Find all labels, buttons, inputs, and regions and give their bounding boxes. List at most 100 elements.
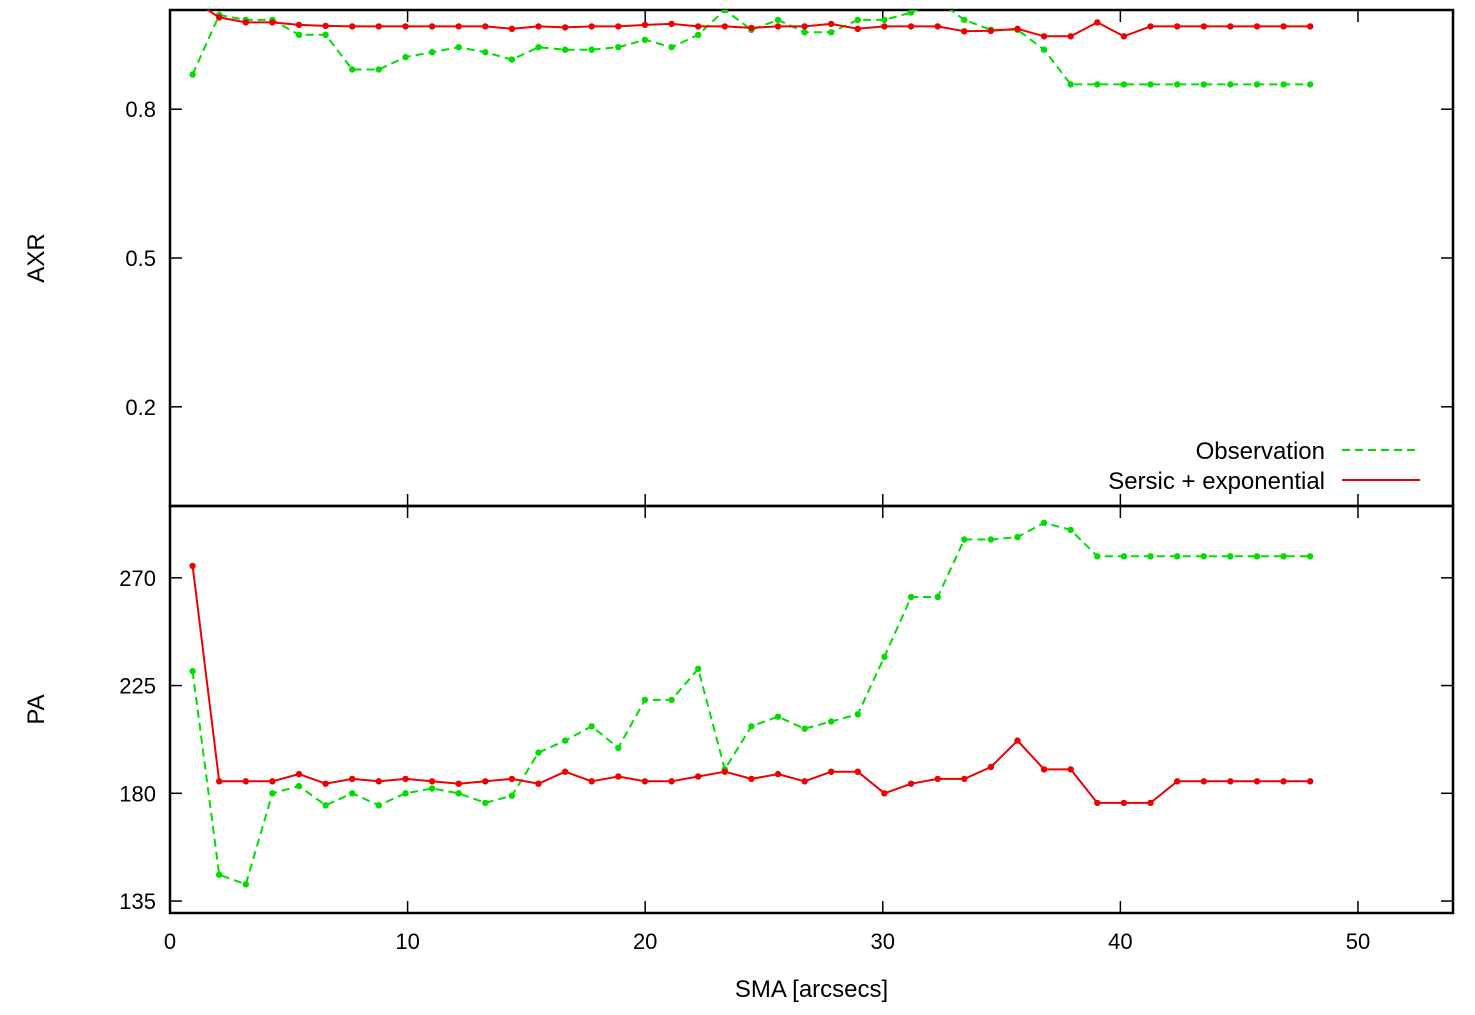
bottom-panel-series-model-point [828, 768, 835, 775]
top-panel-series-observation-point [1067, 81, 1074, 88]
bottom-panel-series-model-point [349, 775, 356, 783]
bottom-panel-series-model-point [641, 778, 649, 785]
bottom-panel-series-model-point [1120, 799, 1128, 807]
top-panel-ytick-label: 0.5 [125, 246, 156, 271]
top-panel-series-observation-point [588, 46, 595, 53]
bottom-panel-ytick-label: 180 [119, 781, 156, 806]
bottom-panel-series-observation-point [748, 723, 755, 730]
bottom-panel-series-observation-point [189, 668, 196, 675]
top-panel-ytick-label: 0.8 [125, 97, 156, 122]
top-panel-series-model-point [615, 23, 622, 30]
bottom-panel-series-model-point [482, 778, 489, 785]
bottom-panel-series-observation [189, 519, 1314, 888]
bottom-panel-series-observation-point [1174, 553, 1181, 560]
bottom-panel-series-observation-point [402, 790, 409, 797]
bottom-panel-xtick-label: 30 [871, 929, 895, 954]
top-panel-series-observation-point [349, 66, 356, 73]
bottom-panel-series-model-point [588, 778, 595, 785]
bottom-panel-series-observation-point [641, 696, 649, 704]
top-panel-series-model-point [1147, 23, 1154, 30]
top-panel-series-observation-point [907, 10, 915, 16]
bottom-panel-series-model-point [774, 770, 782, 778]
top-panel-ylabel: AXR [23, 233, 50, 282]
top-panel-series-observation-point [668, 44, 675, 51]
bottom-panel-series-observation-point [1307, 553, 1314, 560]
top-panel-series-model-point [535, 23, 542, 30]
top-panel-series-observation-point [695, 31, 702, 38]
bottom-panel-series-model-point [1200, 778, 1208, 785]
legend-label-model: Sersic + exponential [1108, 468, 1325, 495]
bottom-panel-series-observation-point [1147, 553, 1154, 560]
top-panel-series-model-point [322, 22, 329, 30]
legend-label-observation: Observation [1196, 438, 1325, 465]
top-panel-series-model-point [961, 28, 968, 35]
bottom-panel-series-observation-point [1067, 526, 1074, 534]
top-panel-series-model-point [269, 19, 276, 26]
bottom-panel-series-observation-point [695, 665, 702, 672]
top-panel-series-model-point [295, 21, 303, 29]
bottom-panel-xtick-label: 10 [395, 929, 419, 954]
bottom-panel-series-observation-point [1120, 553, 1128, 560]
top-panel-series-observation [189, 10, 1314, 88]
bottom-panel-series-observation-point [881, 653, 888, 660]
bottom-panel-series-observation-point [1014, 533, 1021, 541]
axis-labels: 0.2 0.5 0.8 AXR 135 180 225 270 0 10 20 30 40 50 PA SMA… [23, 97, 1370, 1003]
bottom-panel-series-observation-point [242, 881, 249, 888]
bottom-panel-series-observation-point [1200, 553, 1208, 560]
bottom-panel-series-model-point [295, 770, 303, 778]
top-panel-series-model-point [482, 23, 489, 30]
top-panel-series-observation-point [375, 66, 382, 73]
bottom-panel-series-observation-point [428, 785, 436, 792]
top-panel-series-model-point [402, 23, 409, 30]
bottom-panel-series-observation-point [774, 713, 782, 720]
top-panel-series-model-point [641, 21, 649, 29]
bottom-panel-series-model-point [721, 768, 728, 775]
top-panel-series-observation-point [189, 71, 196, 78]
top-panel-series-model-point [1253, 23, 1261, 30]
top-panel-series-model-point [801, 23, 808, 30]
top-panel-series-observation-point [1253, 81, 1261, 88]
bottom-panel-series-model-point [1014, 737, 1021, 744]
bottom-panel-series-observation-point [535, 749, 542, 756]
top-panel-series-model-point [721, 23, 728, 30]
bottom-panel-series-model-point [1174, 778, 1181, 785]
top-panel-series-model-point [907, 23, 915, 30]
bottom-panel-frame [168, 504, 1455, 915]
top-panel-series-observation-point [482, 49, 489, 56]
bottom-panel-series-model-point [907, 780, 915, 787]
top-panel-series-model-point [774, 23, 782, 30]
bottom-panel-ytick-label: 225 [119, 674, 156, 699]
bottom-panel-series-model-point [987, 763, 995, 771]
top-panel-series-model-point [1067, 33, 1074, 40]
bottom-panel-ytick-label: 270 [119, 566, 156, 591]
top-panel-series-model-point [375, 23, 382, 30]
bottom-panel-series-observation-point [269, 790, 276, 797]
top-panel-series-observation-point [1147, 81, 1154, 88]
bottom-panel-series-observation-point [295, 782, 303, 790]
bottom-panel-series-observation-point [588, 723, 595, 730]
top-panel-series-model-point [987, 27, 995, 34]
top-panel-series-observation-point [774, 16, 782, 24]
top-panel-series-model [205, 10, 1314, 40]
top-panel-series-observation-point [1200, 81, 1208, 88]
bottom-panel-series-model [189, 562, 1314, 807]
bottom-panel-series-observation-point [1040, 519, 1048, 526]
bottom-panel-series-model-point [801, 778, 808, 785]
bottom-panel-series-observation-point [854, 711, 861, 718]
bottom-panel-series-model-point [1067, 766, 1074, 773]
top-panel-series-observation-point [508, 56, 516, 63]
bottom-panel-series-model-point [854, 768, 861, 775]
top-panel-series-model-point [1174, 23, 1181, 30]
top-panel-series-observation-point [1227, 81, 1234, 88]
bottom-panel-series-model-point [269, 778, 276, 785]
bottom-panel-series-observation-point [987, 536, 995, 543]
top-panel-series-model-point [561, 24, 569, 31]
bottom-panel-series-observation-point [455, 790, 462, 797]
bottom-panel-series-model-point [322, 780, 329, 787]
top-panel-series-observation-point [455, 44, 462, 51]
bottom-panel-xtick-label: 0 [164, 929, 176, 954]
bottom-panel-series-observation-point [1280, 553, 1287, 560]
bottom-panel-series-observation-point [828, 718, 835, 725]
bottom-panel-series-model-point [615, 773, 622, 780]
